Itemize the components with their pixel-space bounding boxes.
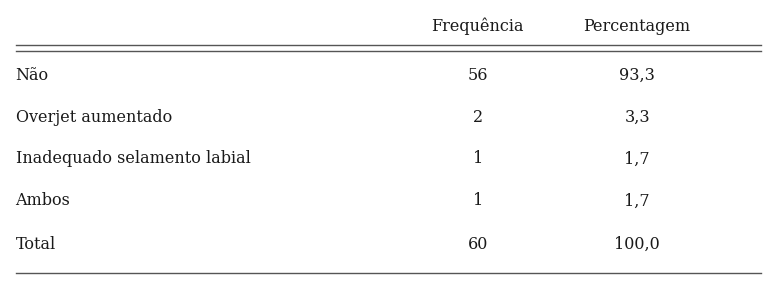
Text: 1,7: 1,7 <box>625 192 650 209</box>
Text: 1: 1 <box>472 151 483 167</box>
Text: Overjet aumentado: Overjet aumentado <box>16 109 172 125</box>
Text: Ambos: Ambos <box>16 192 71 209</box>
Text: Inadequado selamento labial: Inadequado selamento labial <box>16 151 250 167</box>
Text: 1: 1 <box>472 192 483 209</box>
Text: Frequência: Frequência <box>431 17 524 35</box>
Text: Percentagem: Percentagem <box>584 18 691 34</box>
Text: 56: 56 <box>468 67 488 84</box>
Text: 100,0: 100,0 <box>615 236 660 253</box>
Text: 93,3: 93,3 <box>619 67 655 84</box>
Text: Não: Não <box>16 67 49 84</box>
Text: 60: 60 <box>468 236 488 253</box>
Text: 1,7: 1,7 <box>625 151 650 167</box>
Text: 2: 2 <box>472 109 483 125</box>
Text: Total: Total <box>16 236 56 253</box>
Text: 3,3: 3,3 <box>625 109 650 125</box>
